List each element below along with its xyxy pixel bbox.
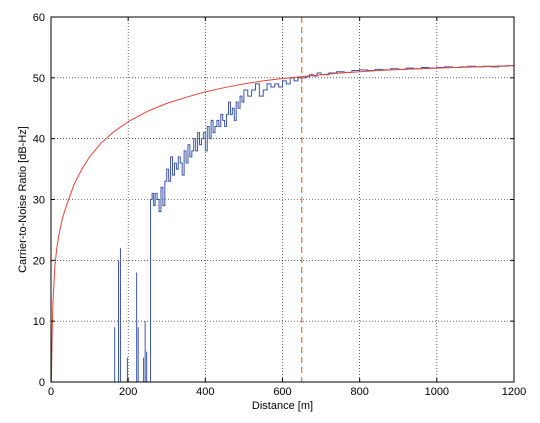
y-tick-label: 20 [33,255,45,267]
x-tick-label: 1200 [502,386,526,398]
y-tick-label: 30 [33,195,45,207]
measured-cnr-line [149,65,515,383]
x-axis-label: Distance [m] [252,400,313,412]
grid [51,17,514,382]
x-tick-label: 0 [48,386,54,398]
x-tick-label: 1000 [425,386,449,398]
y-tick-label: 0 [39,377,45,389]
series-layer [50,17,515,383]
y-tick-label: 50 [33,73,45,85]
y-tick-label: 10 [33,316,45,328]
x-tick-label: 200 [119,386,137,398]
model-cnr-curve [50,65,515,383]
y-axis-label: Carrier-to-Noise Ratio [dB-Hz] [17,126,29,273]
axis-ticks: 0 200 400 600 800 1000 1200 0 10 20 30 40 50 60 [33,12,526,398]
y-tick-label: 60 [33,12,45,24]
x-tick-label: 400 [196,386,214,398]
x-tick-label: 800 [350,386,368,398]
y-tick-label: 40 [33,134,45,146]
x-tick-label: 600 [273,386,291,398]
